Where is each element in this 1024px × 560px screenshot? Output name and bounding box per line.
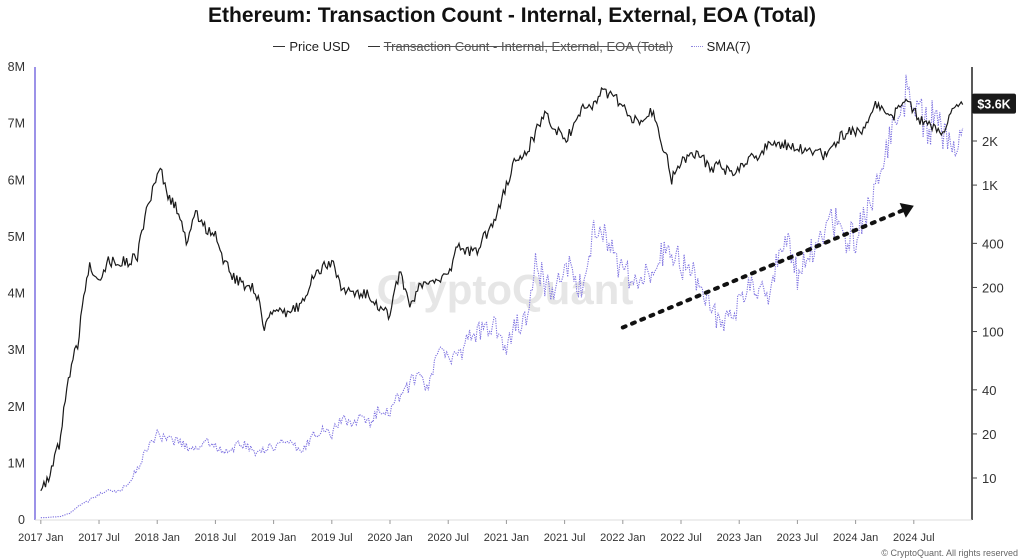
x-tick-label: 2018 Jan (135, 532, 180, 544)
right-tick-label: 200 (982, 280, 1004, 295)
chart-legend: Price USD Transaction Count - Internal, … (0, 35, 1024, 54)
right-tick-label: 2K (982, 134, 998, 149)
right-tick-label: 20 (982, 427, 996, 442)
legend-swatch-price (273, 46, 286, 47)
watermark: CryptoQuant (377, 266, 634, 313)
legend-item-price[interactable]: Price USD (273, 39, 350, 54)
legend-item-transaction-count[interactable]: Transaction Count - Internal, External, … (367, 39, 673, 54)
x-tick-label: 2021 Jul (544, 532, 586, 544)
axes-layer: 0 1M 2M 3M 4M 5M 6M 7M 8M 10 20 40 100 200 400 1K 2K 2017… (8, 60, 1016, 544)
price-badge-label: $3.6K (977, 98, 1010, 112)
legend-swatch-sma (690, 46, 703, 47)
legend-label-transaction-count: Transaction Count - Internal, External, … (383, 39, 673, 54)
left-tick-label: 6M (8, 173, 25, 187)
left-tick-label: 3M (8, 343, 25, 357)
series-line-sma (40, 74, 964, 519)
series-layer (40, 74, 964, 519)
legend-label-sma: SMA(7) (706, 39, 751, 54)
left-tick-label: 0 (18, 513, 25, 527)
x-tick-label: 2019 Jan (251, 532, 296, 544)
left-tick-label: 7M (8, 117, 25, 131)
series-line-price (40, 86, 964, 492)
trend-arrow-line (620, 208, 905, 330)
legend-label-price: Price USD (289, 39, 351, 54)
x-tick-label: 2019 Jul (311, 532, 353, 544)
legend-swatch-transaction-count (367, 46, 380, 47)
x-tick-label: 2023 Jan (717, 532, 762, 544)
left-tick-label: 4M (8, 287, 25, 301)
x-tick-label: 2022 Jul (660, 532, 702, 544)
x-tick-label: 2020 Jan (367, 532, 412, 544)
left-tick-label: 1M (8, 456, 25, 470)
x-tick-label: 2017 Jul (78, 532, 120, 544)
x-tick-label: 2024 Jan (833, 532, 878, 544)
left-tick-label: 8M (8, 60, 25, 74)
x-tick-label: 2021 Jan (484, 532, 529, 544)
right-tick-label: 1K (982, 178, 998, 193)
chart-title: Ethereum: Transaction Count - Internal, … (208, 4, 816, 27)
left-tick-label: 2M (8, 400, 25, 414)
x-tick-label: 2023 Jul (777, 532, 819, 544)
right-tick-label: 40 (982, 383, 996, 398)
legend-item-sma[interactable]: SMA(7) (690, 39, 751, 54)
x-tick-label: 2022 Jan (600, 532, 645, 544)
x-tick-label: 2020 Jul (427, 532, 469, 544)
right-tick-label: 100 (982, 325, 1004, 340)
price-badge (972, 93, 1016, 114)
left-tick-label: 5M (8, 230, 25, 244)
x-tick-label: 2017 Jan (18, 532, 63, 544)
x-tick-label: 2024 Jul (893, 532, 935, 544)
annotation-layer (620, 202, 914, 330)
x-tick-label: 2018 Jul (195, 532, 237, 544)
right-tick-label: 400 (982, 236, 1004, 251)
trend-arrow-head (899, 202, 914, 218)
footer-copyright: © CryptoQuant. All rights reserved (881, 548, 1018, 558)
right-tick-label: 10 (982, 471, 996, 486)
